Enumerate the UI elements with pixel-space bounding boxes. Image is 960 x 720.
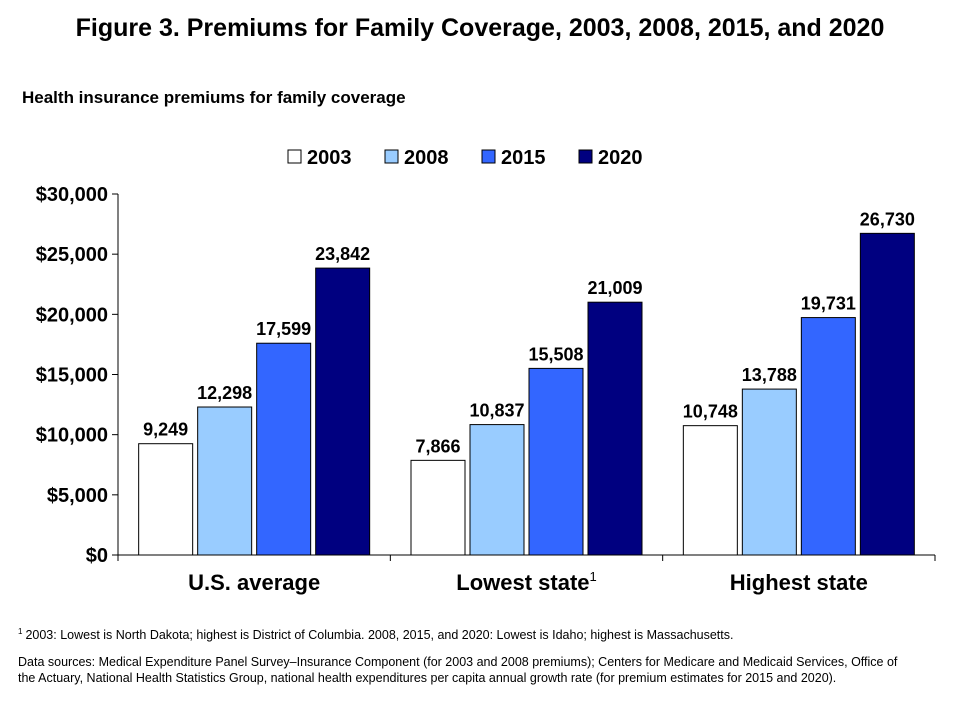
x-category-label: U.S. average [188,570,320,595]
legend-swatch-2008 [384,149,399,164]
legend-swatch-2003 [287,149,302,164]
data-label: 10,837 [469,401,524,421]
data-label: 13,788 [742,365,797,385]
bar-2003 [682,425,738,556]
bar-2008 [469,424,525,556]
chart-subtitle: Health insurance premiums for family cov… [22,88,406,107]
y-tick-label: $0 [86,545,108,567]
bar-2008 [741,388,797,556]
data-label: 10,748 [683,402,738,422]
data-label: 23,842 [315,244,370,264]
legend-label: 2008 [404,147,449,169]
x-category-label: Highest state [730,570,868,595]
y-tick-label: $5,000 [47,485,108,507]
y-axis: $0 $5,000 $10,000 $15,000 $20,000 $25,000 $30,… [36,184,119,567]
data-sources: Data sources: Medical Expenditure Panel … [18,655,898,685]
legend: 2003 2008 2015 2020 [287,147,643,169]
data-label: 19,731 [801,294,856,314]
y-tick-label: $15,000 [36,365,108,387]
y-tick-label: $25,000 [36,244,108,266]
bar-2015 [528,367,584,556]
data-label: 17,599 [256,319,311,339]
bar-2003 [410,459,466,556]
footnote-text: 2003: Lowest is North Dakota; highest is… [25,628,734,642]
data-label: 15,508 [528,344,583,364]
bars: 9,249 12,298 17,599 23,842 7,866 10,837 15,508… [138,209,915,556]
y-tick-label: $30,000 [36,184,108,206]
bar-2020 [859,232,915,556]
x-category-label: Lowest state1 [456,569,597,595]
x-axis: U.S. average Lowest state1 Highest state [117,554,936,595]
data-label: 26,730 [860,209,915,229]
legend-label: 2003 [307,147,352,169]
data-label: 12,298 [197,383,252,403]
data-label: 21,009 [587,278,642,298]
data-label: 9,249 [143,420,188,440]
y-tick-label: $20,000 [36,304,108,326]
chart-title: Figure 3. Premiums for Family Coverage, … [75,14,885,42]
bar-2015 [256,342,312,556]
legend-label: 2015 [501,147,546,169]
footnote: 1 2003: Lowest is North Dakota; highest i… [18,627,733,642]
footnote-marker: 1 [18,627,23,636]
bar-2020 [315,267,371,556]
bar-2020 [587,301,643,556]
legend-swatch-2020 [578,149,593,164]
bar-2003 [138,443,194,556]
legend-swatch-2015 [481,149,496,164]
bar-2015 [800,317,856,556]
legend-label: 2020 [598,147,643,169]
bar-2008 [197,406,253,556]
data-label: 7,866 [415,436,460,456]
y-tick-label: $10,000 [36,425,108,447]
x-category-superscript: 1 [590,569,597,584]
bar-chart: 2003 2008 2015 2020 $0$5,000$10,000$15,000$… [36,147,936,595]
